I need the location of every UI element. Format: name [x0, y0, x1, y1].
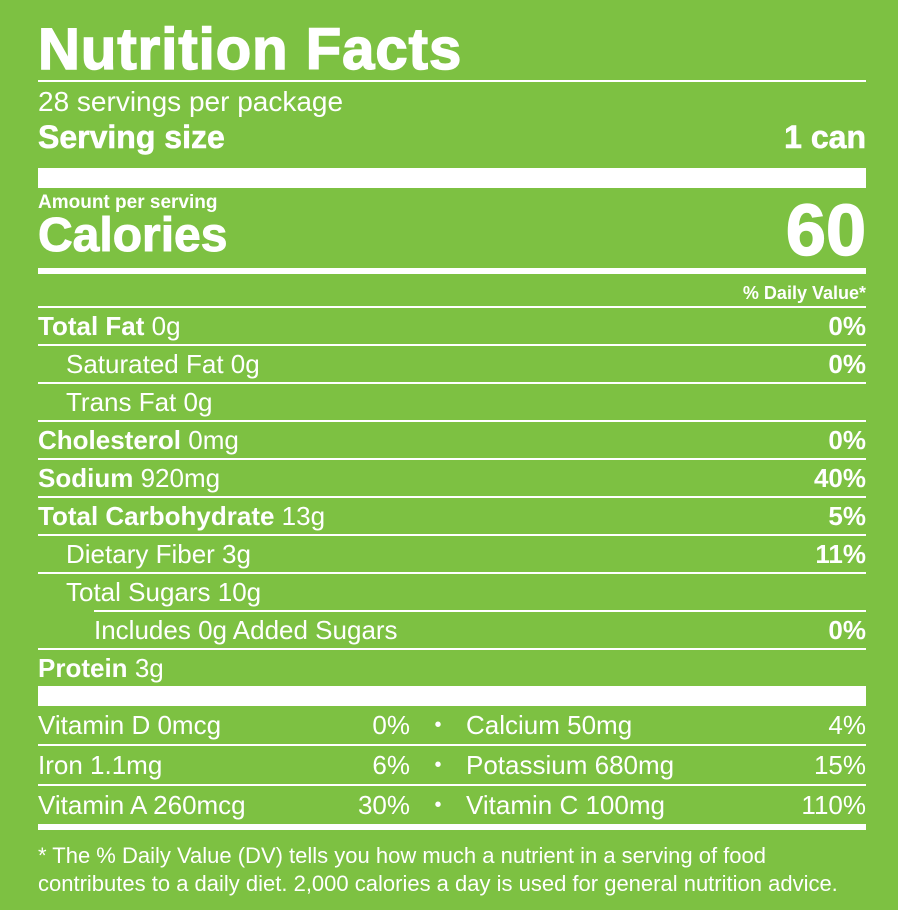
nutrient-amount: 0g: [151, 310, 181, 341]
vitamin-right-name: Vitamin C 100mg: [466, 789, 665, 820]
bullet-separator: •: [434, 753, 442, 776]
calories-label: Calories: [37, 209, 228, 262]
nutrient-row-total-sugars: Total Sugars 10g: [38, 572, 866, 610]
nutrient-amount: 0mg: [188, 424, 239, 455]
serving-size-label: Serving size: [38, 119, 225, 156]
nutrient-dv: 0%: [828, 614, 866, 645]
nutrient-row-dietary-fiber: Dietary Fiber 3g 11%: [38, 534, 866, 572]
medium-divider: [38, 824, 866, 830]
vitamin-left-name: Vitamin A 260mcg: [38, 789, 246, 820]
nutrient-dv: 11%: [815, 538, 866, 569]
vitamin-row: Vitamin A 260mcg 30% • Vitamin C 100mg 1…: [38, 784, 866, 824]
vitamin-left-dv: 30%: [357, 789, 410, 820]
nutrient-text: Includes 0g Added Sugars: [94, 614, 398, 645]
nutrient-text: Saturated Fat 0g: [66, 348, 260, 379]
bullet-separator: •: [434, 793, 442, 816]
nutrient-row-cholesterol: Cholesterol 0mg 0%: [38, 420, 866, 458]
vitamin-right-dv: 110%: [801, 789, 866, 820]
servings-per-package: 28 servings per package: [38, 86, 344, 117]
nutrient-dv: 0%: [828, 348, 866, 379]
nutrient-row-sodium: Sodium 920mg 40%: [38, 458, 866, 496]
vitamin-left-name: Vitamin D 0mcg: [38, 709, 222, 740]
nutrient-row-trans-fat: Trans Fat 0g: [38, 382, 866, 420]
vitamin-left-dv: 0%: [372, 709, 410, 740]
vitamin-row: Iron 1.1mg 6% • Potassium 680mg 15%: [38, 744, 866, 784]
vitamin-right-dv: 4%: [828, 709, 866, 740]
nutrient-row-total-fat: Total Fat 0g 0%: [38, 306, 866, 344]
vitamin-right-dv: 15%: [813, 749, 866, 780]
nutrient-amount: 3g: [134, 652, 164, 683]
vitamin-right-name: Potassium 680mg: [466, 749, 675, 780]
vitamin-row: Vitamin D 0mcg 0% • Calcium 50mg 4%: [38, 706, 866, 744]
label-title: Nutrition Facts: [37, 17, 463, 83]
medium-divider: [38, 268, 866, 274]
nutrient-row-added-sugars: Includes 0g Added Sugars 0%: [94, 610, 866, 648]
nutrient-dv: 0%: [828, 424, 866, 455]
nutrient-name: Sodium: [38, 462, 134, 493]
nutrition-panel: Nutrition Facts 28 servings per package …: [37, 17, 867, 898]
daily-value-header: % Daily Value*: [742, 283, 866, 303]
nutrient-amount: 920mg: [140, 462, 221, 493]
nutrient-text: Total Sugars 10g: [66, 576, 262, 607]
divider: [38, 80, 866, 82]
nutrient-dv: 40%: [813, 462, 866, 493]
vitamin-right-name: Calcium 50mg: [466, 709, 633, 740]
serving-size-row: Serving size 1 can: [38, 118, 867, 156]
nutrient-text: Dietary Fiber 3g: [66, 538, 251, 569]
calories-value: 60: [785, 191, 867, 271]
calories-row: Calories 60: [37, 194, 866, 268]
daily-value-footnote: * The % Daily Value (DV) tells you how m…: [38, 843, 838, 896]
nutrient-row-total-carbohydrate: Total Carbohydrate 13g 5%: [38, 496, 866, 534]
bullet-separator: •: [434, 713, 442, 736]
nutrient-amount: 13g: [281, 500, 326, 531]
amount-per-serving: Amount per serving: [38, 192, 218, 213]
thick-divider: [38, 168, 866, 188]
nutrient-name: Total Carbohydrate: [38, 500, 275, 531]
nutrient-name: Cholesterol: [38, 424, 182, 455]
vitamin-left-name: Iron 1.1mg: [38, 749, 163, 780]
nutrient-name: Protein: [38, 652, 128, 683]
nutrient-name: Total Fat: [38, 310, 145, 341]
nutrient-text: Trans Fat 0g: [66, 386, 213, 417]
thick-divider: [38, 686, 866, 706]
nutrient-row-saturated-fat: Saturated Fat 0g 0%: [38, 344, 866, 382]
nutrient-dv: 5%: [828, 500, 866, 531]
vitamin-left-dv: 6%: [372, 749, 410, 780]
serving-size-value: 1 can: [784, 119, 866, 156]
nutrient-row-protein: Protein 3g: [38, 648, 866, 686]
nutrient-dv: 0%: [828, 310, 866, 341]
